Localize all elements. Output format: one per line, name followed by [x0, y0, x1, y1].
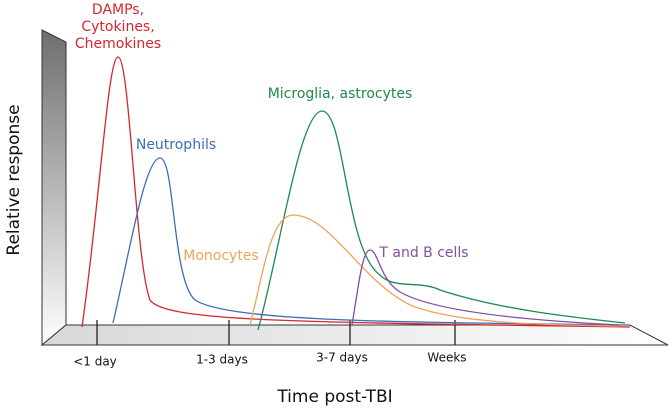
axis-floor [40, 324, 669, 346]
curve-label: Chemokines [75, 36, 161, 52]
x-tick-label: 3-7 days [316, 351, 368, 365]
x-tick-label: <1 day [73, 355, 117, 369]
x-tick-label: Weeks [427, 351, 466, 365]
axis-wall [41, 29, 67, 347]
monocytes-curve [249, 214, 621, 327]
lymphocytes-curve [351, 249, 621, 326]
neutrophils-curve [112, 157, 626, 326]
damps-curve [81, 56, 631, 328]
curve-label: Cytokines, [81, 19, 154, 35]
curve-label: T and B cells [378, 245, 468, 261]
curve-label: Monocytes [183, 248, 258, 264]
x-axis-label: Time post-TBI [276, 387, 392, 407]
curve-label: DAMPs, [92, 2, 144, 18]
y-axis-label: Relative response [4, 104, 24, 255]
damps-label: DAMPs, Cytokines, Chemokines [75, 2, 161, 52]
x-tick-labels: <1 day 1-3 days 3-7 days Weeks [73, 351, 466, 369]
curve-label: Microglia, astrocytes [268, 86, 413, 102]
curve-label: Neutrophils [136, 137, 216, 153]
microglia-curve [257, 110, 626, 331]
x-tick-label: 1-3 days [196, 353, 248, 367]
